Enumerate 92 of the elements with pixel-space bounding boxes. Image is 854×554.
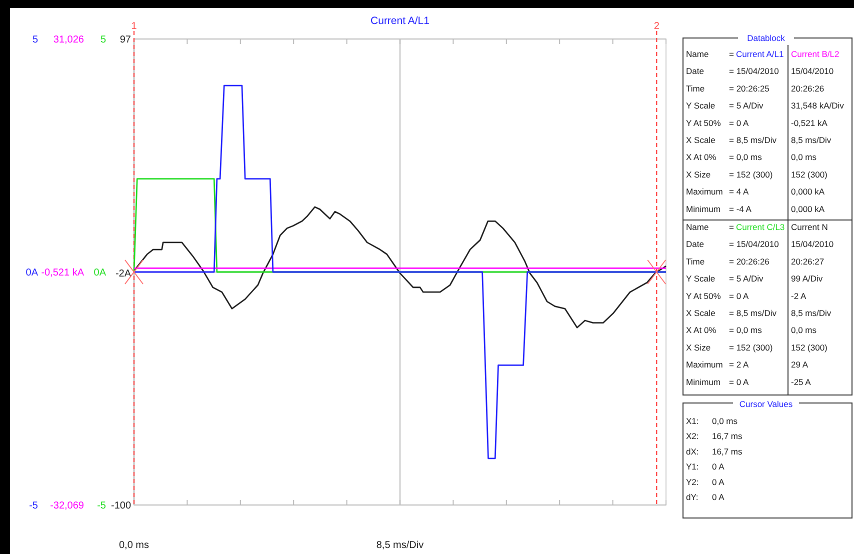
y2-tick-label: 31,026 [53, 34, 84, 46]
text: Date [686, 239, 704, 250]
y-tick-label: 0A [94, 268, 106, 278]
annotation: 1 [131, 21, 138, 32]
text: = 20:26:26 [729, 256, 770, 266]
text: = [729, 222, 734, 232]
text: 31,548 kA/Div [791, 100, 845, 111]
text: = 0 A [729, 290, 749, 301]
text: = 20:26:25 [729, 83, 770, 94]
line-series [133, 206, 667, 328]
text: X Scale [686, 308, 716, 318]
text: 0,0 ms [791, 152, 817, 162]
text: Name [686, 49, 709, 59]
text: Current N [791, 222, 828, 232]
text: 15/04/2010 [791, 239, 834, 250]
y3-tick-label: -100 [110, 500, 132, 512]
text: Y Scale [686, 274, 716, 284]
text: 152 (300) [791, 169, 828, 180]
text: = [729, 49, 734, 59]
text: dX: [686, 446, 699, 456]
text: = 15/04/2010 [729, 66, 780, 76]
text: 20:26:27 [791, 256, 824, 266]
y2-tick-label: -32,069 [50, 500, 84, 512]
text: Cursor Values [739, 399, 793, 409]
text: = 8,5 ms/Div [729, 135, 778, 145]
text: 0,000 kA [791, 186, 825, 197]
y3-tick-label: -2A [115, 268, 132, 280]
text: X Size [686, 169, 711, 180]
text: Name [686, 222, 709, 232]
text: Date [686, 66, 704, 76]
text: dY: [686, 492, 698, 502]
text: 15/04/2010 [791, 66, 834, 76]
annotation: 2 [654, 21, 660, 32]
text: = 0 A [729, 376, 749, 387]
text: = 2 A [729, 360, 749, 370]
text: Minimum [686, 204, 720, 214]
text: 152 (300) [791, 342, 828, 352]
text: X At 0% [686, 325, 717, 336]
text: Minimum [686, 376, 720, 387]
text: = 0,0 ms [729, 325, 762, 336]
text: 16,7 ms [712, 431, 742, 442]
text: 5 [32, 34, 38, 46]
text: X1: [686, 416, 699, 426]
text: = 152 (300) [729, 169, 773, 180]
text: = 4 A [729, 186, 749, 197]
text: = -4 A [729, 204, 752, 214]
text: Current B/L2 [791, 49, 840, 59]
text: 0,000 kA [791, 204, 825, 214]
text: X Scale [686, 135, 716, 145]
text: 99 A/Div [791, 274, 824, 284]
text: = 15/04/2010 [729, 239, 780, 250]
y-tick-label: -5 [97, 500, 106, 512]
text: -0,521 kA [791, 118, 828, 128]
text: X At 0% [686, 152, 717, 162]
text: 0A [26, 268, 38, 278]
text: 0,0 ms [712, 416, 738, 426]
text: 0 A [712, 476, 725, 487]
text: -2 A [791, 290, 806, 301]
text: Maximum [686, 360, 723, 370]
text: Maximum [686, 186, 723, 197]
text: X2: [686, 431, 699, 442]
text: Current C/L3 [736, 222, 785, 232]
text: 8,5 ms/Div [791, 308, 832, 318]
text: 29 A [791, 360, 808, 370]
text: 16,7 ms [712, 446, 742, 456]
text: X Size [686, 342, 711, 352]
text: Y Scale [686, 100, 716, 111]
chart-title: Current A/L1 [370, 15, 430, 27]
text: = 5 A/Div [729, 274, 764, 284]
y-tick-label: 5 [100, 34, 106, 46]
text: Y1: [686, 462, 699, 472]
y2-tick-label: -0,521 kA [41, 267, 84, 278]
text: Time [686, 256, 705, 266]
text: 0 A [712, 492, 725, 502]
text: = 0 A [729, 118, 749, 128]
text: 0,0 ms [791, 325, 817, 336]
text: Time [686, 83, 705, 94]
text: = 5 A/Div [729, 100, 764, 111]
text: Y At 50% [686, 118, 722, 128]
text: Y At 50% [686, 290, 722, 301]
y3-tick-label: 97 [120, 34, 132, 46]
text: -5 [29, 500, 38, 512]
text: 0 A [712, 462, 725, 472]
text: = 152 (300) [729, 342, 773, 352]
text: Datablock [747, 33, 786, 43]
text: 8,5 ms/Div [791, 135, 832, 145]
text: Current A/L1 [736, 49, 784, 59]
text: = 8,5 ms/Div [729, 308, 778, 318]
text: -25 A [791, 376, 812, 387]
text: 20:26:26 [791, 83, 824, 94]
text: = 0,0 ms [729, 152, 762, 162]
text: Y2: [686, 476, 699, 487]
